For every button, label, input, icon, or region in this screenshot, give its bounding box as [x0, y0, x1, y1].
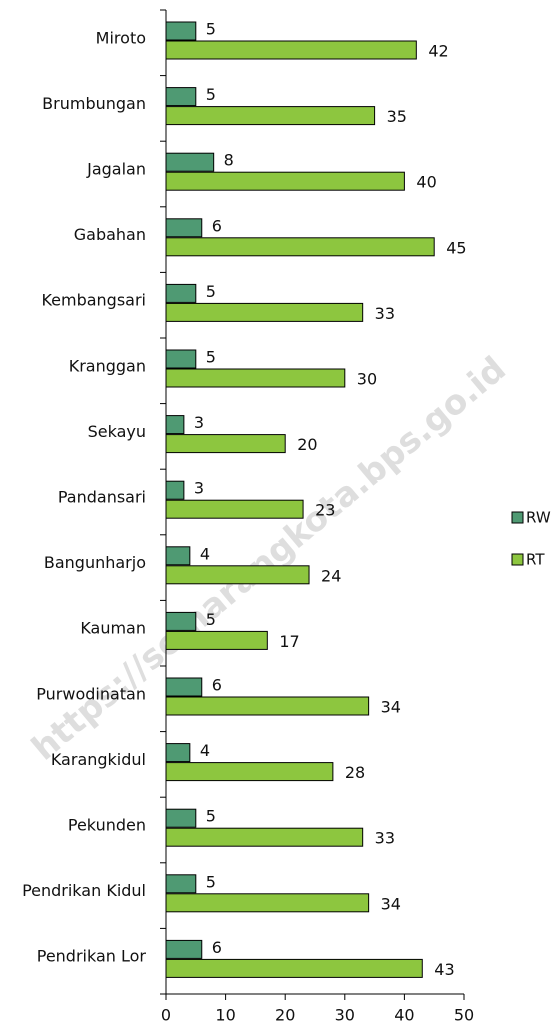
bar — [165, 546, 191, 566]
bar — [165, 762, 334, 782]
bar — [165, 368, 346, 388]
y-tick-label: Kembangsari — [41, 291, 146, 310]
y-tick-label: Pendrikan Kidul — [22, 881, 146, 900]
data-label: 20 — [297, 435, 317, 454]
bar — [165, 939, 203, 959]
data-label: 33 — [375, 304, 395, 323]
data-label: 5 — [206, 348, 216, 367]
bar — [165, 349, 197, 369]
data-label: 6 — [212, 938, 222, 957]
data-label: 3 — [194, 479, 204, 498]
data-label: 5 — [206, 872, 216, 891]
data-label: 33 — [375, 829, 395, 848]
data-label: 5 — [206, 807, 216, 826]
bar — [165, 874, 197, 894]
x-tick-label: 0 — [161, 1006, 171, 1025]
data-label: 5 — [206, 282, 216, 301]
data-label: 5 — [206, 20, 216, 39]
bar — [165, 87, 197, 107]
bar — [165, 893, 370, 913]
y-tick-label: Brumbungan — [42, 94, 146, 113]
x-tick-label: 40 — [394, 1006, 414, 1025]
y-tick-label: Jagalan — [86, 160, 146, 179]
bar — [165, 152, 215, 172]
data-label: 34 — [381, 698, 401, 717]
y-tick-label: Pendrikan Lor — [37, 947, 147, 966]
x-tick-label: 50 — [454, 1006, 474, 1025]
y-tick-label: Kranggan — [69, 356, 146, 375]
legend-swatch — [511, 511, 524, 524]
bar — [165, 808, 197, 828]
bar — [165, 106, 376, 126]
y-tick-label: Kauman — [80, 619, 146, 638]
bar — [165, 499, 304, 519]
bar — [165, 302, 364, 322]
bar — [165, 565, 310, 585]
bar — [165, 827, 364, 847]
bar — [165, 434, 286, 454]
bar — [165, 677, 203, 697]
data-label: 6 — [212, 676, 222, 695]
x-tick-label: 20 — [275, 1006, 295, 1025]
data-label: 5 — [206, 610, 216, 629]
bar — [165, 237, 435, 257]
y-tick-label: Gabahan — [74, 225, 146, 244]
data-label: 17 — [279, 632, 299, 651]
bar — [165, 415, 185, 435]
bar — [165, 40, 417, 60]
legend-label: RW — [526, 509, 551, 527]
data-label: 35 — [387, 107, 407, 126]
y-tick-label: Miroto — [96, 28, 146, 47]
y-tick-label: Pandansari — [58, 488, 146, 507]
data-label: 28 — [345, 763, 365, 782]
bar — [165, 283, 197, 303]
y-tick-label: Pekunden — [68, 816, 146, 835]
data-label: 42 — [428, 42, 448, 61]
y-tick-label: Bangunharjo — [44, 553, 146, 572]
bar — [165, 958, 423, 978]
data-label: 3 — [194, 413, 204, 432]
data-label: 4 — [200, 544, 210, 563]
bar — [165, 480, 185, 500]
y-tick-label: Sekayu — [88, 422, 146, 441]
data-label: 43 — [434, 960, 454, 979]
bar — [165, 630, 268, 650]
y-tick-label: Purwodinatan — [36, 684, 146, 703]
bar — [165, 696, 370, 716]
y-tick-label: Karangkidul — [51, 750, 146, 769]
data-label: 4 — [200, 741, 210, 760]
bar — [165, 21, 197, 41]
data-label: 23 — [315, 501, 335, 520]
data-label: 34 — [381, 894, 401, 913]
bar — [165, 743, 191, 763]
data-label: 5 — [206, 85, 216, 104]
data-label: 8 — [224, 151, 234, 170]
legend-label: RT — [526, 551, 545, 569]
data-label: 6 — [212, 216, 222, 235]
bar — [165, 611, 197, 631]
x-tick-label: 10 — [215, 1006, 235, 1025]
data-label: 24 — [321, 566, 341, 585]
legend-swatch — [511, 553, 524, 566]
data-label: 45 — [446, 238, 466, 257]
x-tick-label: 30 — [335, 1006, 355, 1025]
data-label: 40 — [416, 173, 436, 192]
data-label: 30 — [357, 370, 377, 389]
bar — [165, 171, 405, 191]
bar — [165, 218, 203, 238]
